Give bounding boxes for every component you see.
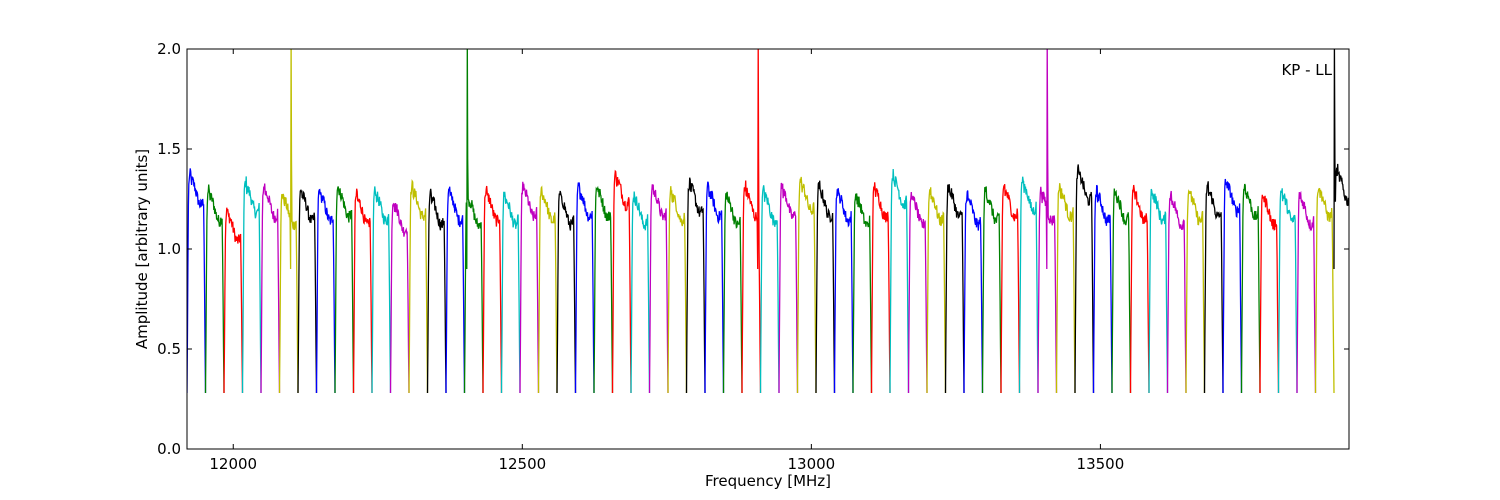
channel-series-2	[223, 207, 244, 394]
channel-series-50	[1111, 188, 1132, 394]
channel-series-59	[1277, 188, 1298, 394]
channel-series-9	[352, 188, 373, 394]
y-tick-label: 2.0	[157, 40, 181, 58]
channel-series-60	[1296, 190, 1317, 394]
chart-annotation: KP - LL	[1281, 61, 1332, 79]
channel-series-11	[389, 202, 410, 394]
channel-series-49	[1092, 184, 1113, 394]
channel-series-55	[1203, 181, 1224, 394]
channel-series-54	[1185, 189, 1206, 394]
channel-series-18	[519, 181, 540, 394]
channel-series-8	[334, 186, 355, 394]
x-tick-label: 13000	[787, 455, 835, 473]
channel-series-44	[1000, 183, 1021, 394]
channel-series-61	[1314, 187, 1335, 394]
channel-series-3	[241, 176, 262, 394]
x-axis-label: Frequency [MHz]	[705, 472, 831, 490]
channel-series-42	[963, 190, 984, 394]
channel-series-20	[556, 190, 577, 394]
channel-series-41	[944, 184, 965, 394]
channel-series-4	[260, 183, 281, 394]
channel-series-13	[426, 188, 447, 394]
channel-series-39	[907, 191, 928, 394]
x-tick-label: 13500	[1077, 455, 1125, 473]
y-tick-label: 0.0	[157, 440, 181, 458]
plot-frame	[186, 48, 1350, 450]
channel-series-5	[278, 49, 299, 394]
channel-series-24	[630, 191, 651, 394]
channel-series-22	[593, 185, 614, 394]
y-tick-label: 1.5	[157, 140, 181, 158]
series-layer	[187, 49, 1349, 394]
channel-series-15	[463, 49, 484, 394]
x-axis: 12000 12500 13000 13500	[209, 49, 1124, 473]
channel-series-34	[815, 180, 836, 394]
channel-series-46	[1037, 49, 1058, 394]
channel-series-10	[371, 186, 392, 394]
channel-series-29	[722, 191, 743, 394]
channel-series-35	[833, 188, 854, 394]
channel-series-56	[1222, 178, 1243, 394]
channel-series-0	[187, 168, 207, 394]
channel-series-37	[870, 182, 891, 394]
channel-series-27	[685, 177, 706, 394]
channel-series-23	[611, 169, 632, 394]
channel-series-14	[445, 186, 466, 394]
channel-series-58	[1259, 194, 1280, 394]
channel-series-19	[537, 185, 558, 394]
channel-series-57	[1240, 183, 1261, 394]
channel-series-48	[1074, 164, 1095, 394]
channel-series-26	[667, 186, 688, 394]
channel-series-53	[1166, 190, 1187, 394]
channel-series-16	[482, 185, 503, 394]
channel-series-62	[1333, 49, 1349, 270]
channel-series-32	[778, 182, 799, 394]
x-tick-label: 12000	[209, 455, 257, 473]
y-axis-label: Amplitude [arbitrary units]	[133, 149, 151, 349]
channel-series-47	[1055, 183, 1076, 394]
channel-series-38	[889, 168, 910, 394]
x-tick-label: 12500	[498, 455, 546, 473]
y-tick-label: 0.5	[157, 340, 181, 358]
channel-series-12	[408, 179, 429, 394]
channel-series-7	[315, 188, 336, 394]
channel-series-17	[500, 191, 521, 394]
channel-series-51	[1129, 184, 1150, 394]
channel-series-31	[759, 185, 780, 394]
channel-series-33	[796, 176, 817, 394]
channel-series-28	[704, 181, 725, 394]
y-axis: 0.0 0.5 1.0 1.5 2.0	[157, 40, 1349, 458]
channel-series-25	[648, 184, 669, 394]
channel-series-1	[204, 184, 225, 394]
channel-series-40	[926, 187, 947, 394]
channel-series-21	[574, 182, 595, 394]
channel-series-45	[1018, 176, 1039, 394]
channel-series-43	[981, 186, 1002, 394]
channel-series-52	[1148, 188, 1169, 394]
y-tick-label: 1.0	[157, 240, 181, 258]
channel-series-6	[297, 188, 318, 394]
channel-series-30	[741, 49, 762, 394]
channel-series-36	[852, 193, 873, 394]
